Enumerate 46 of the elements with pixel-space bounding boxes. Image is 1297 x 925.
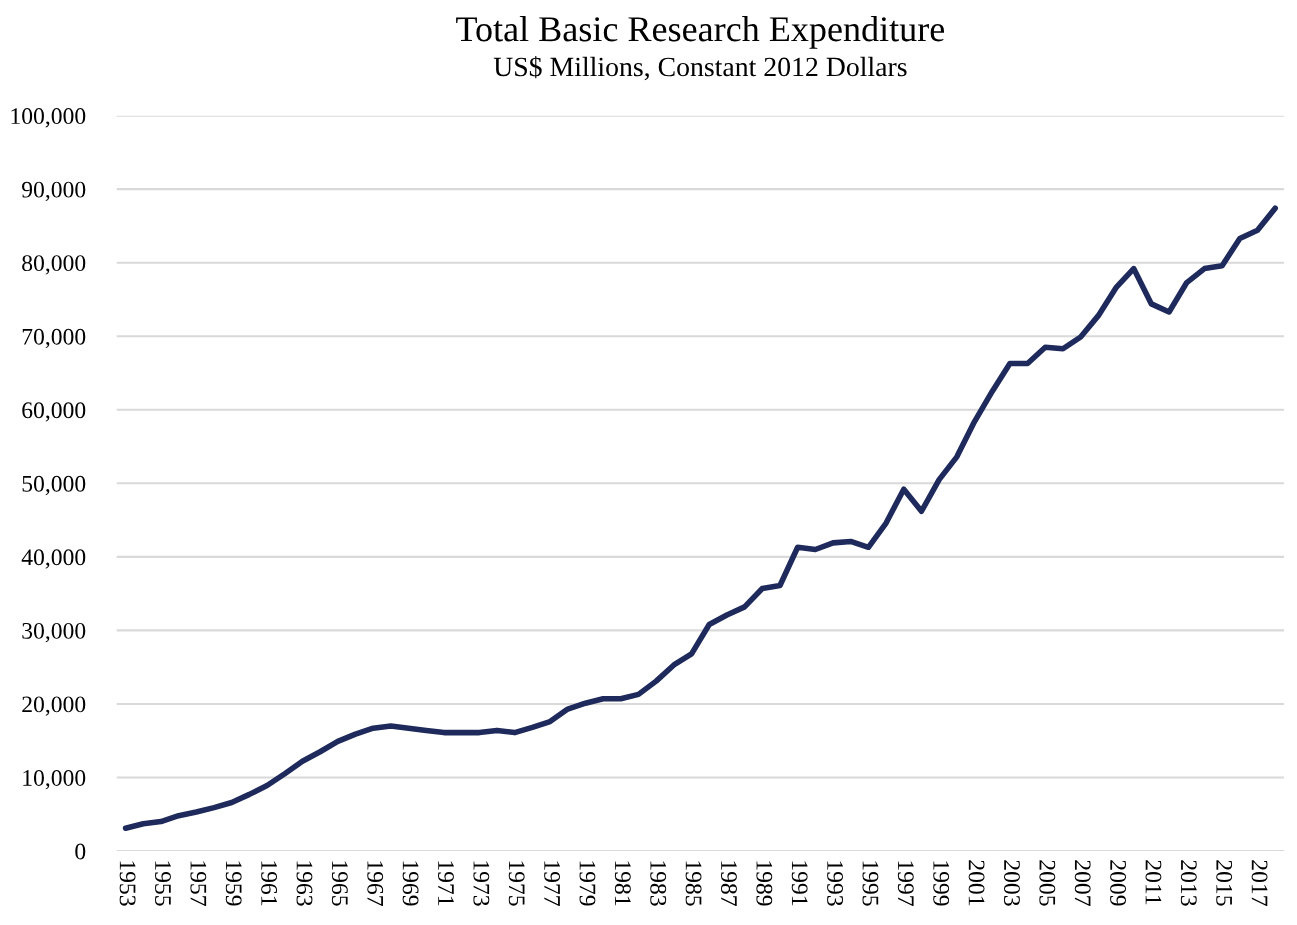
- x-tick-label: 2017: [1251, 860, 1268, 906]
- x-tick-label: 1955: [155, 861, 171, 906]
- y-tick-label: 70,000: [22, 328, 86, 349]
- x-tick-label: 1969: [402, 861, 419, 906]
- chart-subtitle: US$ Millions, Constant 2012 Dollars: [493, 55, 907, 81]
- y-tick-label: 60,000: [22, 402, 86, 422]
- x-tick-label: 1989: [756, 861, 773, 906]
- x-tick-label: 1985: [685, 861, 702, 906]
- chart-title: Total Basic Research Expenditure: [456, 16, 945, 49]
- x-tick-label: 1953: [119, 861, 136, 906]
- x-tick-label: 1993: [827, 861, 843, 906]
- x-tick-label: 2015: [1216, 860, 1233, 906]
- x-tick-label: 1981: [614, 861, 631, 906]
- x-tick-label: 1957: [190, 861, 207, 906]
- y-tick-label: 0: [75, 843, 86, 860]
- x-tick-label: 1959: [225, 861, 242, 906]
- y-tick-label: 50,000: [22, 475, 86, 496]
- x-tick-label: 1995: [862, 861, 879, 906]
- y-tick-label: 100,000: [11, 108, 86, 128]
- y-tick-label: 10,000: [23, 769, 86, 790]
- x-tick-label: 2003: [1003, 860, 1020, 906]
- x-tick-label: 2013: [1180, 860, 1197, 906]
- x-tick-label: 1975: [508, 861, 525, 906]
- x-tick-label: 1965: [331, 861, 348, 906]
- x-tick-label: 1979: [579, 861, 596, 906]
- x-tick-label: 2001: [968, 860, 985, 906]
- x-tick-label: 1983: [650, 861, 667, 906]
- y-tick-label: 80,000: [22, 255, 86, 275]
- x-tick-label: 2007: [1074, 860, 1091, 906]
- x-tick-label: 2009: [1110, 860, 1127, 906]
- x-tick-label: 1997: [897, 861, 914, 906]
- y-tick-label: 30,000: [22, 622, 86, 643]
- y-tick-label: 40,000: [21, 549, 86, 569]
- x-tick-label: 1977: [544, 861, 560, 906]
- x-tick-label: 1987: [721, 861, 737, 906]
- x-tick-label: 1999: [933, 861, 950, 906]
- x-tick-label: 1967: [367, 861, 384, 906]
- x-tick-label: 2005: [1039, 860, 1056, 906]
- x-tick-label: 2011: [1145, 860, 1162, 905]
- x-tick-label: 1961: [261, 861, 278, 906]
- x-tick-label: 1991: [791, 861, 808, 906]
- y-tick-label: 90,000: [22, 181, 86, 201]
- x-tick-label: 1971: [438, 861, 454, 906]
- x-tick-label: 1973: [473, 861, 490, 906]
- x-tick-label: 1963: [296, 861, 313, 906]
- y-tick-label: 20,000: [22, 696, 86, 716]
